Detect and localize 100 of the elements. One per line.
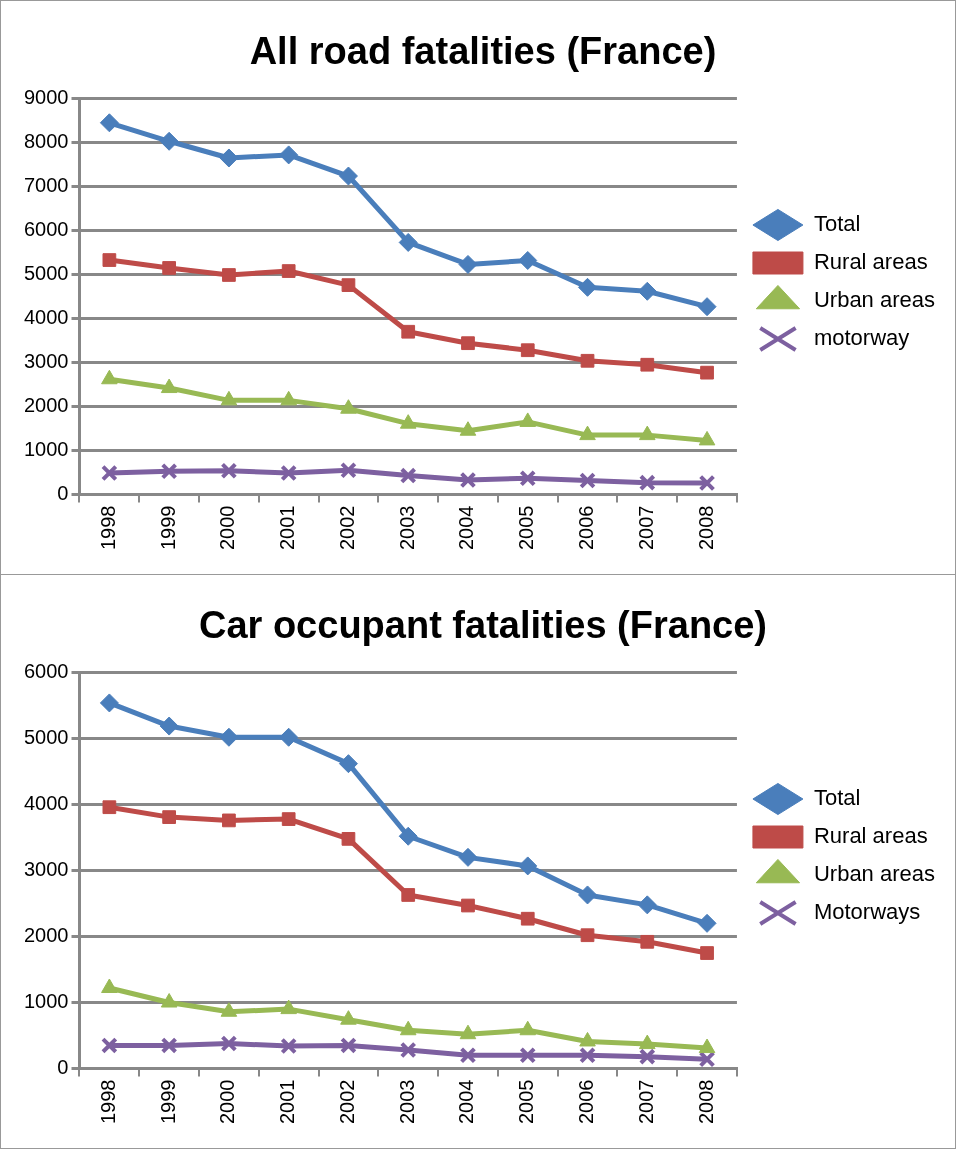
point [579,472,596,489]
point [340,1010,357,1025]
x-tick-label: 2003 [395,1079,418,1125]
x-tick-label: 2007 [634,1079,657,1125]
point [638,474,656,491]
point [458,847,478,867]
point [459,1046,477,1064]
point [220,462,238,480]
point [159,131,179,151]
y-tick-label: 2000 [23,924,69,947]
point [579,1031,596,1047]
point [341,278,356,292]
legend-label: Total [813,211,861,237]
point [399,1020,417,1036]
point [160,378,178,394]
x-tick-label: 2006 [575,1079,598,1125]
point [519,469,537,487]
y-tick-label: 0 [57,1056,69,1079]
chart-title: All road fatalities (France) [249,30,717,73]
point [338,754,358,774]
x-tick-label: 2008 [694,505,717,551]
point [518,856,538,876]
point [637,281,657,301]
point [398,232,418,252]
point [280,464,298,482]
point [101,978,118,994]
point [698,474,716,492]
legend-label: Motorways [813,899,921,925]
point [638,1048,656,1065]
point [340,1037,357,1054]
point [700,946,714,960]
y-tick-label: 6000 [23,660,69,683]
point [159,716,179,736]
point [580,928,595,943]
point [220,390,238,406]
point [340,399,357,414]
point [101,464,118,482]
point [341,832,356,846]
point [160,462,178,480]
legend-label: motorway [813,325,910,351]
point [458,254,478,274]
point [638,1034,656,1050]
x-tick-label: 2001 [276,1079,299,1125]
point [280,1037,298,1055]
point [520,911,535,926]
point [518,250,538,270]
y-tick-label: 4000 [23,306,69,329]
point [219,148,239,168]
legend-label: Total [813,785,861,811]
legend-label: Urban areas [813,861,936,887]
point [578,277,598,297]
chart-title: Car occupant fatalities (France) [198,604,768,647]
point [399,414,417,429]
point [99,693,119,713]
point [160,993,178,1008]
legend-label: Rural areas [813,249,928,275]
point [579,425,596,441]
point [279,727,299,747]
y-tick-label: 1000 [23,990,69,1013]
legend-label: Rural areas [813,823,928,849]
y-tick-label: 3000 [23,858,69,881]
x-tick-label: 2000 [216,1079,239,1125]
point [698,430,716,446]
point [401,324,416,339]
point [222,268,236,282]
y-tick-label: 7000 [23,174,69,197]
y-tick-label: 3000 [23,350,69,373]
point [219,727,239,747]
point [697,297,717,317]
x-tick-label: 2001 [276,505,299,551]
x-tick-label: 1998 [96,1079,119,1125]
point [162,810,177,824]
point [281,812,296,826]
y-tick-label: 2000 [23,394,69,417]
point [519,1020,537,1036]
x-tick-label: 2004 [455,1079,478,1125]
x-tick-label: 1998 [96,505,119,551]
point [280,390,297,406]
x-tick-label: 2002 [335,505,358,551]
point [579,1046,596,1064]
point [398,826,418,846]
x-tick-label: 1999 [156,505,179,551]
point [459,1024,477,1040]
point [459,471,477,489]
point [338,166,358,186]
point [698,1038,716,1054]
point [637,895,657,915]
point [700,365,714,380]
point [99,113,119,133]
x-tick-label: 2005 [515,505,538,551]
point [638,425,656,441]
y-tick-label: 5000 [23,726,69,749]
x-tick-label: 2006 [575,505,598,551]
point [102,253,117,267]
x-tick-label: 2004 [455,505,478,551]
y-tick-label: 9000 [23,86,69,109]
x-tick-label: 2008 [694,1079,717,1125]
point [697,913,717,933]
y-tick-label: 1000 [23,438,69,461]
point [162,261,177,275]
